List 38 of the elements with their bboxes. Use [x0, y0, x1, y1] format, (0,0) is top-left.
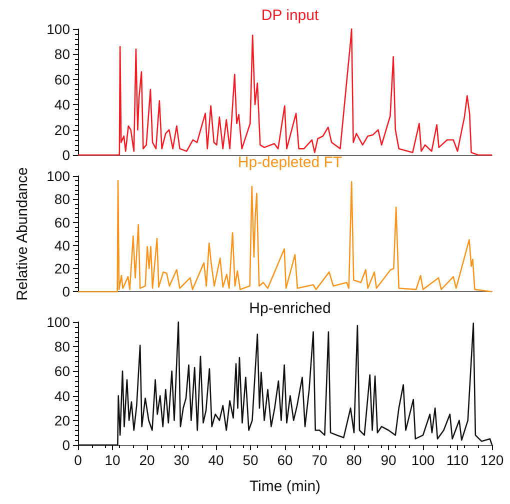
y-tick-label: 20 [54, 412, 70, 428]
y-tick-label: 40 [54, 237, 70, 254]
x-tick-label: 120 [480, 452, 504, 468]
line-series [77, 28, 493, 156]
x-axis-title: Time (min) [249, 478, 321, 495]
x-tick-label: 60 [277, 452, 293, 468]
y-tick-label: 100 [46, 21, 70, 37]
x-tick-label: 110 [446, 452, 469, 468]
y-tick-label: 60 [54, 71, 70, 88]
x-tick-label: 10 [104, 452, 120, 468]
y-tick-label: 40 [54, 96, 70, 113]
y-tick-label: 0 [62, 437, 70, 453]
y-tick-label: 80 [54, 191, 70, 208]
y-tick-label: 40 [54, 388, 70, 404]
x-tick-label: 50 [242, 452, 258, 468]
y-tick-label: 0 [62, 284, 70, 300]
y-tick-label: 0 [62, 147, 70, 163]
x-tick-label: 100 [411, 452, 435, 468]
y-tick-label: 80 [54, 46, 70, 62]
x-tick-label: 0 [74, 452, 82, 468]
x-tick-label: 80 [346, 452, 362, 468]
x-tick-label: 90 [380, 452, 396, 468]
y-tick-label: 80 [54, 338, 70, 355]
y-tick-label: 100 [46, 168, 70, 184]
x-tick-label: 70 [312, 452, 328, 468]
line-series [77, 180, 493, 292]
x-tick-label: 30 [174, 452, 190, 468]
chart-title: Hp-depleted FT [238, 154, 342, 171]
chart-title: DP input [261, 7, 320, 24]
x-tick-label: 20 [139, 452, 155, 468]
y-tick-label: 60 [54, 214, 70, 230]
y-tick-label: 20 [54, 122, 70, 138]
x-tick-label: 40 [208, 452, 224, 468]
chart-title: Hp-enriched [249, 300, 331, 317]
y-tick-label: 60 [54, 363, 70, 380]
y-tick-label: 20 [54, 260, 70, 277]
y-tick-label: 100 [46, 314, 70, 330]
y-axis-title: Relative Abundance [14, 167, 31, 301]
